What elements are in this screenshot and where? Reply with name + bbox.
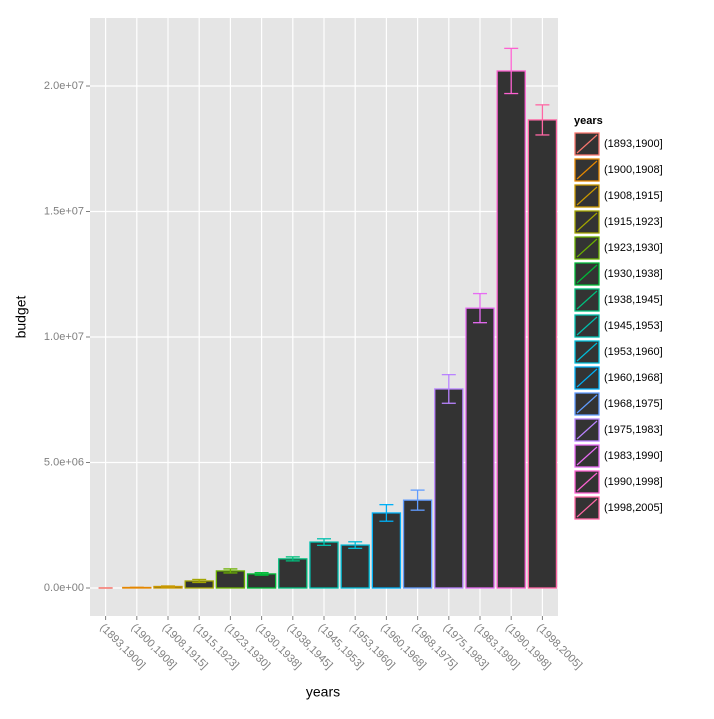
bar	[371, 512, 402, 589]
legend-key-line	[576, 316, 598, 336]
x-axis-label: years	[306, 684, 340, 700]
legend-label: (1998,2005]	[604, 502, 663, 514]
y-tick-label: 1.0e+07	[44, 331, 84, 343]
bar	[402, 499, 433, 589]
legend-label: (1953,1960]	[604, 346, 663, 358]
bar	[465, 307, 495, 589]
bar	[527, 119, 558, 589]
legend-label: (1900,1908]	[604, 164, 663, 176]
bar	[496, 70, 526, 589]
legend-label: (1923,1930]	[604, 242, 663, 254]
y-tick-label: 1.5e+07	[44, 205, 84, 217]
legend-label: (1908,1915]	[604, 190, 663, 202]
legend-key-line	[576, 446, 598, 466]
legend-key-line	[576, 264, 598, 284]
legend-key-line	[576, 134, 598, 154]
legend-key-line	[576, 238, 598, 258]
legend-key-line	[576, 420, 598, 440]
bar	[246, 573, 277, 589]
legend-title: years	[574, 115, 603, 127]
legend-key-line	[576, 212, 598, 232]
legend-label: (1960,1968]	[604, 372, 663, 384]
legend-label: (1915,1923]	[604, 216, 663, 228]
y-tick-label: 5.0e+06	[44, 456, 84, 468]
legend-label: (1893,1900]	[604, 138, 663, 150]
legend-label: (1975,1983]	[604, 424, 663, 436]
legend-label: (1945,1953]	[604, 320, 663, 332]
legend-key-line	[576, 290, 598, 310]
y-axis-label: budget	[13, 295, 29, 338]
legend-key-line	[576, 160, 598, 180]
legend-label: (1968,1975]	[604, 398, 663, 410]
bar	[278, 558, 308, 589]
legend-key-line	[576, 186, 598, 206]
legend-key-line	[576, 368, 598, 388]
legend-key-line	[576, 394, 598, 414]
y-tick-label: 2.0e+07	[44, 80, 84, 92]
legend-key-line	[576, 472, 598, 492]
bar	[434, 388, 464, 589]
y-tick-label: 0.0e+00	[44, 582, 84, 594]
bar	[309, 541, 339, 589]
legend-label: (1983,1990]	[604, 450, 663, 462]
legend-key-line	[576, 342, 598, 362]
bar	[340, 544, 370, 589]
legend-label: (1930,1938]	[604, 268, 663, 280]
legend-label: (1990,1998]	[604, 476, 663, 488]
legend-key-line	[576, 498, 598, 518]
legend-label: (1938,1945]	[604, 294, 663, 306]
